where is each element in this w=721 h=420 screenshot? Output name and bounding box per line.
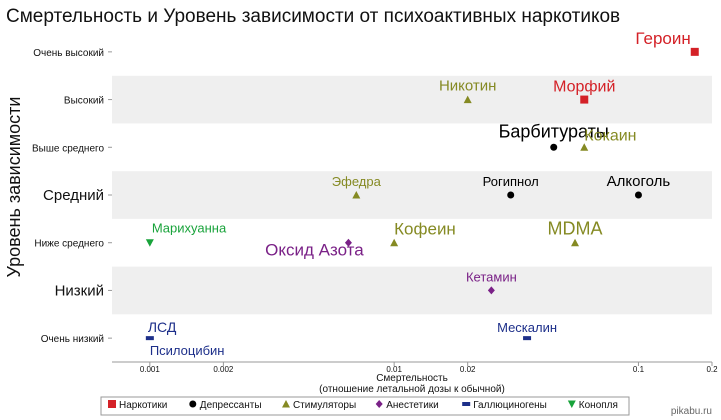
y-axis-tick-labels: Очень низкий Низкий Ниже среднего Средний Вы… [32, 48, 112, 345]
data-point [390, 238, 399, 247]
y-tick-label: Высокий [64, 96, 104, 107]
data-point-label: Кофеин [394, 220, 456, 239]
legend-label: Депрессанты [200, 400, 262, 411]
legend-label: Стимуляторы [293, 400, 356, 411]
data-point [344, 238, 352, 247]
x-axis-title: Смертельность [376, 373, 448, 384]
legend-label: Галлюциногены [473, 400, 547, 411]
y-band [112, 28, 712, 76]
data-point-label: Эфедра [332, 174, 382, 189]
legend-marker [375, 400, 383, 408]
y-tick-label: Средний [43, 187, 104, 204]
y-band [112, 314, 712, 362]
data-point [690, 47, 699, 56]
data-point-label: Героин [635, 29, 690, 48]
data-point [352, 191, 361, 199]
chart-legend: Наркотики Депрессанты Стимуляторы Анестетик… [100, 396, 630, 416]
y-band [112, 75, 712, 124]
data-points: Героин Морфий Барбитураты Рогипнол Алкоголь Н… [145, 29, 699, 358]
legend-marker [462, 402, 471, 406]
data-point-label: Псилоцибин [150, 343, 225, 358]
data-point-label: Алкоголь [607, 173, 671, 190]
x-axis-subtitle: (отношение летальной дозы к обычной) [319, 383, 505, 395]
data-point [463, 95, 472, 104]
data-point-label: Кокаин [584, 127, 636, 144]
data-point-label: Рогипнол [483, 174, 539, 189]
chart-title: Смертельность и Уровень зависимости от п… [6, 6, 620, 27]
x-tick-label: 0.2 [706, 365, 718, 374]
y-tick-label: Ниже среднего [34, 239, 104, 250]
data-point-label: MDMA [548, 219, 603, 239]
data-point-label: Морфий [553, 79, 615, 96]
data-point-label: Никотин [439, 78, 497, 95]
watermark: pikabu.ru [671, 406, 712, 417]
data-point [580, 95, 589, 104]
data-point-label: Кетамин [466, 269, 517, 284]
legend-label: Наркотики [119, 400, 167, 411]
x-tick-label: 0.1 [633, 365, 645, 374]
y-tick-label: Очень низкий [41, 334, 104, 345]
y-axis-title: Уровень зависимости [4, 97, 24, 278]
legend-box [100, 396, 630, 416]
x-tick-label: 0.001 [140, 365, 161, 374]
legend-marker [567, 400, 576, 408]
y-band [112, 123, 712, 172]
y-band [112, 218, 712, 267]
legend-marker [282, 400, 290, 408]
legend-marker [108, 400, 116, 408]
data-point-label: Оксид Азота [265, 241, 364, 260]
data-point [580, 143, 589, 151]
data-point-label: Барбитураты [499, 121, 609, 141]
legend-label: Конопля [579, 400, 618, 411]
legend-marker [189, 400, 197, 408]
data-point [145, 336, 154, 341]
y-tick-label: Низкий [55, 282, 104, 299]
data-point [487, 286, 495, 295]
y-tick-label: Очень высокий [33, 48, 104, 59]
data-point-label: Марихуанна [152, 221, 227, 236]
x-tick-label: 0.002 [213, 365, 234, 374]
plot-background-bands [112, 28, 712, 363]
x-tick-label: 0.02 [460, 365, 476, 374]
data-point-label: ЛСД [148, 319, 177, 335]
data-point [571, 238, 580, 247]
data-point [507, 191, 515, 199]
x-axis-ticks: 0.001 0.002 0.01 0.02 0.1 0.2 [140, 362, 718, 374]
data-point-label: Мескалин [497, 320, 557, 335]
data-point [634, 191, 642, 199]
data-point [145, 239, 154, 247]
legend-label: Анестетики [386, 400, 439, 411]
y-band [112, 171, 712, 219]
x-tick-label: 0.01 [386, 365, 402, 374]
data-point [550, 143, 558, 151]
data-point [523, 336, 532, 341]
y-tick-label: Выше среднего [32, 143, 104, 154]
y-band [112, 266, 712, 315]
